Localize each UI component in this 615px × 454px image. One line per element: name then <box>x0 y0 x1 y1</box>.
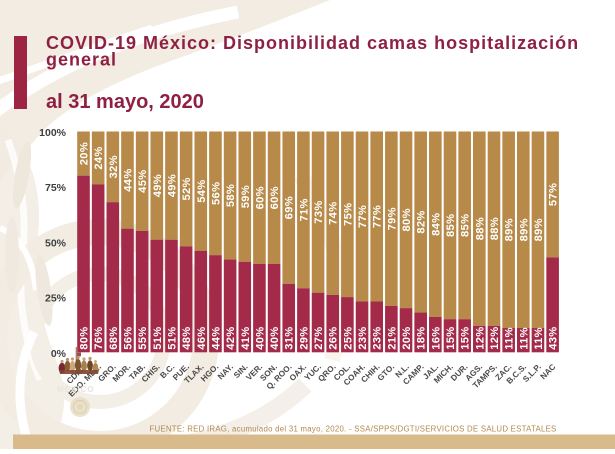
svg-text:73%: 73% <box>313 200 325 223</box>
svg-text:25%: 25% <box>342 327 354 350</box>
svg-text:29%: 29% <box>298 327 310 350</box>
svg-text:80%: 80% <box>79 327 91 350</box>
svg-text:15%: 15% <box>460 327 472 350</box>
svg-text:32%: 32% <box>108 155 120 178</box>
svg-text:51%: 51% <box>166 327 178 350</box>
svg-text:51%: 51% <box>152 327 164 350</box>
svg-text:46%: 46% <box>196 327 208 350</box>
svg-text:49%: 49% <box>166 174 178 197</box>
svg-text:60%: 60% <box>269 186 281 209</box>
svg-text:56%: 56% <box>122 327 134 350</box>
svg-text:27%: 27% <box>313 327 325 350</box>
svg-text:71%: 71% <box>298 198 310 221</box>
svg-text:23%: 23% <box>372 327 384 350</box>
svg-text:49%: 49% <box>152 174 164 197</box>
svg-text:77%: 77% <box>357 205 369 228</box>
svg-text:26%: 26% <box>328 327 340 350</box>
svg-text:24%: 24% <box>93 146 105 169</box>
svg-text:84%: 84% <box>430 213 442 236</box>
svg-text:20%: 20% <box>401 327 413 350</box>
svg-text:11%: 11% <box>504 327 516 350</box>
svg-text:85%: 85% <box>445 214 457 237</box>
svg-text:18%: 18% <box>416 327 428 350</box>
svg-text:15%: 15% <box>445 327 457 350</box>
svg-text:16%: 16% <box>430 327 442 350</box>
svg-text:43%: 43% <box>548 327 560 350</box>
svg-text:68%: 68% <box>108 327 120 350</box>
svg-text:57%: 57% <box>548 183 560 206</box>
svg-text:100%: 100% <box>39 127 67 139</box>
svg-text:21%: 21% <box>386 327 398 350</box>
svg-text:74%: 74% <box>328 202 340 225</box>
svg-text:89%: 89% <box>504 218 516 241</box>
svg-text:0%: 0% <box>51 348 67 360</box>
svg-text:79%: 79% <box>386 207 398 230</box>
svg-text:77%: 77% <box>372 205 384 228</box>
svg-text:76%: 76% <box>93 327 105 350</box>
svg-text:20%: 20% <box>79 142 91 165</box>
svg-text:48%: 48% <box>181 327 193 350</box>
svg-text:MÉXICO: MÉXICO <box>57 385 95 394</box>
svg-text:COVID-19 México: Disponibilida: COVID-19 México: Disponibilidad camas ho… <box>46 33 579 53</box>
svg-text:80%: 80% <box>401 208 413 231</box>
svg-text:11%: 11% <box>533 327 545 350</box>
svg-text:31%: 31% <box>284 327 296 350</box>
svg-text:44%: 44% <box>210 327 222 350</box>
svg-text:23%: 23% <box>357 327 369 350</box>
svg-text:41%: 41% <box>240 327 252 350</box>
svg-text:75%: 75% <box>45 182 67 194</box>
svg-text:40%: 40% <box>254 327 266 350</box>
svg-text:52%: 52% <box>181 177 193 200</box>
svg-text:60%: 60% <box>254 186 266 209</box>
svg-text:54%: 54% <box>196 179 208 202</box>
svg-text:45%: 45% <box>137 170 149 193</box>
svg-text:40%: 40% <box>269 327 281 350</box>
svg-text:55%: 55% <box>137 327 149 350</box>
svg-text:50%: 50% <box>45 237 67 249</box>
svg-text:al 31 mayo, 2020: al 31 mayo, 2020 <box>46 91 204 113</box>
svg-text:12%: 12% <box>474 327 486 350</box>
svg-text:85%: 85% <box>460 214 472 237</box>
svg-text:89%: 89% <box>533 218 545 241</box>
svg-text:88%: 88% <box>489 217 501 240</box>
svg-text:general: general <box>46 50 117 70</box>
svg-text:59%: 59% <box>240 185 252 208</box>
svg-text:FUENTE: RED IRAG, acumulado de: FUENTE: RED IRAG, acumulado del 31 mayo,… <box>149 425 556 434</box>
svg-text:44%: 44% <box>122 168 134 191</box>
svg-text:58%: 58% <box>225 184 237 207</box>
svg-text:25%: 25% <box>45 293 67 305</box>
svg-text:11%: 11% <box>518 327 530 350</box>
svg-text:88%: 88% <box>474 217 486 240</box>
svg-text:56%: 56% <box>210 182 222 205</box>
svg-text:69%: 69% <box>284 196 296 219</box>
svg-text:82%: 82% <box>416 210 428 233</box>
svg-text:12%: 12% <box>489 327 501 350</box>
svg-text:89%: 89% <box>518 218 530 241</box>
svg-text:42%: 42% <box>225 327 237 350</box>
svg-text:75%: 75% <box>342 203 354 226</box>
